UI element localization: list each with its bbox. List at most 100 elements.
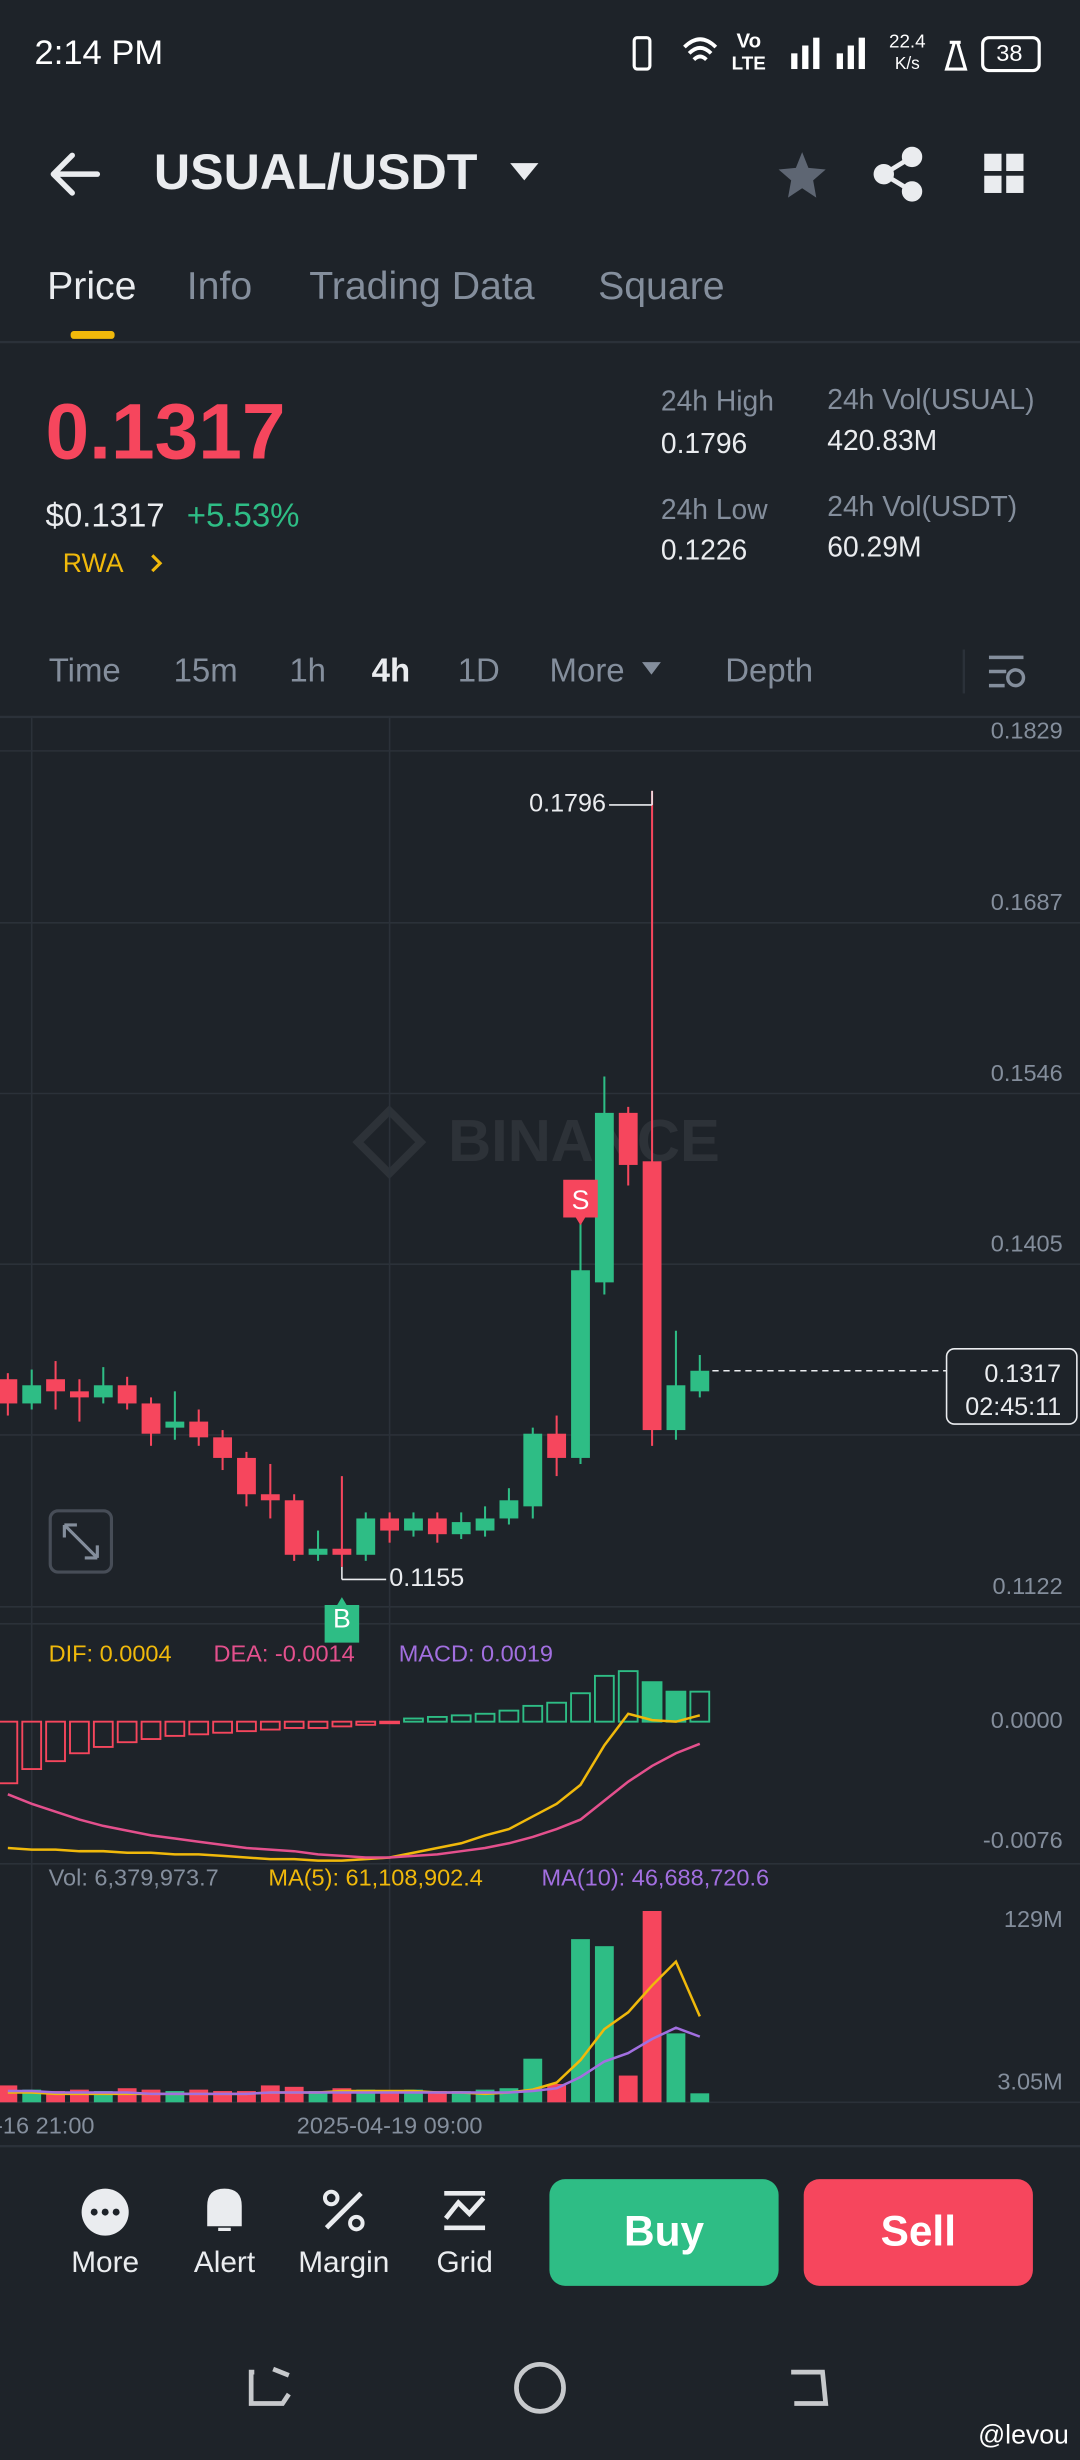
expand-button[interactable] bbox=[48, 1509, 114, 1574]
volume-bar bbox=[213, 2091, 233, 2103]
y-tick-label: 0.1122 bbox=[993, 1573, 1063, 1599]
sell-button[interactable] bbox=[803, 2179, 1033, 2286]
volume-bar bbox=[117, 2088, 137, 2103]
ma5-line bbox=[7, 1959, 701, 2096]
candle-body bbox=[356, 1518, 376, 1555]
volume-tick-label: 3.05M bbox=[997, 2069, 1062, 2095]
tab[interactable]: Square bbox=[598, 264, 725, 308]
interval[interactable]: 15m bbox=[174, 652, 238, 689]
high-label: 0.1796 bbox=[529, 790, 606, 818]
action-label[interactable]: Alert bbox=[194, 2246, 256, 2279]
interval[interactable]: Depth bbox=[725, 652, 813, 689]
candle-body bbox=[523, 1433, 543, 1507]
interval[interactable]: 1D bbox=[458, 652, 500, 689]
expand-icon bbox=[62, 1523, 99, 1560]
candle-body bbox=[404, 1518, 423, 1531]
buy-label[interactable]: Buy bbox=[624, 2207, 704, 2254]
macd-tick-label: 0.0000 bbox=[991, 1707, 1063, 1733]
volume-bar bbox=[141, 2089, 161, 2103]
low-label: 0.1155 bbox=[389, 1564, 464, 1592]
nav-back[interactable] bbox=[791, 2369, 829, 2406]
volume-tick-label: 129M bbox=[1004, 1906, 1063, 1932]
interval-active[interactable]: 4h bbox=[372, 652, 410, 689]
stat-value: 0.1226 bbox=[661, 534, 747, 566]
chart: BINANCE 04-16 21:00 2025-04-19 09:00 0.182… bbox=[0, 716, 1080, 2139]
candle-body bbox=[308, 1548, 328, 1555]
tab[interactable]: Trading Data bbox=[309, 264, 535, 308]
macd-bar bbox=[546, 1701, 568, 1723]
buy-button[interactable] bbox=[549, 2179, 779, 2286]
volume-bar bbox=[284, 2086, 304, 2103]
volume-bar bbox=[380, 2091, 400, 2103]
interval[interactable]: More bbox=[550, 652, 625, 689]
trade-marker bbox=[563, 1179, 598, 1226]
tab-indicator bbox=[70, 331, 115, 339]
volume-bar bbox=[93, 2091, 113, 2103]
macd-bar bbox=[259, 1720, 281, 1731]
trade-marker bbox=[324, 1597, 360, 1643]
volume-bar bbox=[427, 2091, 447, 2103]
volume-bar bbox=[451, 2091, 471, 2103]
action-label[interactable]: Grid bbox=[436, 2246, 492, 2279]
price-change: +5.53% bbox=[187, 496, 300, 533]
net-speed-unit: K/s bbox=[895, 53, 920, 73]
stat-label: 24h Low bbox=[661, 493, 768, 525]
candle-body bbox=[332, 1548, 352, 1555]
pair-dropdown[interactable] bbox=[510, 163, 539, 181]
stat-value: 420.83M bbox=[827, 424, 937, 456]
network-type: LTE bbox=[732, 52, 766, 73]
status-time: 2:14 PM bbox=[35, 34, 164, 72]
y-tick-label: 0.1687 bbox=[991, 889, 1063, 915]
macd-bar bbox=[92, 1720, 114, 1748]
macd-bar bbox=[116, 1720, 138, 1744]
nav-recent[interactable] bbox=[248, 2366, 291, 2406]
nav-home[interactable] bbox=[514, 2361, 566, 2414]
macd-bar bbox=[474, 1712, 496, 1723]
candle-body bbox=[237, 1457, 256, 1495]
layout-button[interactable] bbox=[984, 153, 1024, 193]
chart-settings[interactable] bbox=[988, 655, 1026, 688]
sector-tag[interactable]: RWA bbox=[63, 548, 124, 578]
volume-bar bbox=[618, 2075, 638, 2103]
x-tick-label: 2025-04-19 09:00 bbox=[297, 2113, 483, 2139]
y-tick-label: 0.1405 bbox=[991, 1231, 1063, 1257]
interval[interactable]: 1h bbox=[289, 652, 326, 689]
candle-body bbox=[451, 1522, 471, 1535]
candle-body bbox=[189, 1421, 209, 1438]
stat-label: 24h High bbox=[661, 385, 774, 417]
macd-bar bbox=[689, 1690, 711, 1723]
macd-bar bbox=[307, 1720, 329, 1729]
pair-title[interactable]: USUAL/USDT bbox=[154, 144, 478, 200]
macd-bar bbox=[164, 1720, 186, 1737]
candle-body bbox=[117, 1385, 137, 1404]
last-price: 0.1317 bbox=[46, 387, 286, 475]
ma10-line bbox=[7, 2026, 701, 2096]
macd-bar bbox=[212, 1720, 233, 1734]
indicator-legend: DEA: -0.0014 bbox=[213, 1640, 354, 1666]
net-speed: 22.4 bbox=[889, 30, 926, 51]
macd-bar bbox=[641, 1681, 663, 1723]
action-label[interactable]: Margin bbox=[298, 2246, 389, 2279]
volume-bar bbox=[189, 2089, 209, 2103]
y-tick-label: 0.1829 bbox=[991, 717, 1063, 743]
tab[interactable]: Price bbox=[47, 264, 136, 308]
usd-price: $0.1317 bbox=[46, 496, 165, 533]
favorite-button[interactable] bbox=[778, 152, 826, 198]
share-button[interactable] bbox=[873, 146, 923, 202]
action-icons bbox=[81, 2188, 486, 2236]
candle-body bbox=[380, 1518, 400, 1531]
sell-label[interactable]: Sell bbox=[881, 2207, 956, 2254]
macd-bar bbox=[45, 1720, 66, 1763]
macd-bar bbox=[498, 1709, 520, 1723]
back-button[interactable] bbox=[50, 152, 101, 196]
macd-bar bbox=[617, 1670, 639, 1723]
indicator-legend: DIF: 0.0004 bbox=[49, 1640, 172, 1666]
action-label[interactable]: More bbox=[71, 2246, 139, 2279]
macd-bar bbox=[522, 1704, 544, 1723]
interval[interactable]: Time bbox=[49, 652, 121, 689]
tab[interactable]: Info bbox=[187, 264, 252, 308]
stat-value: 60.29M bbox=[827, 531, 921, 563]
battery-level: 38 bbox=[996, 40, 1022, 66]
candle-body bbox=[46, 1379, 65, 1392]
